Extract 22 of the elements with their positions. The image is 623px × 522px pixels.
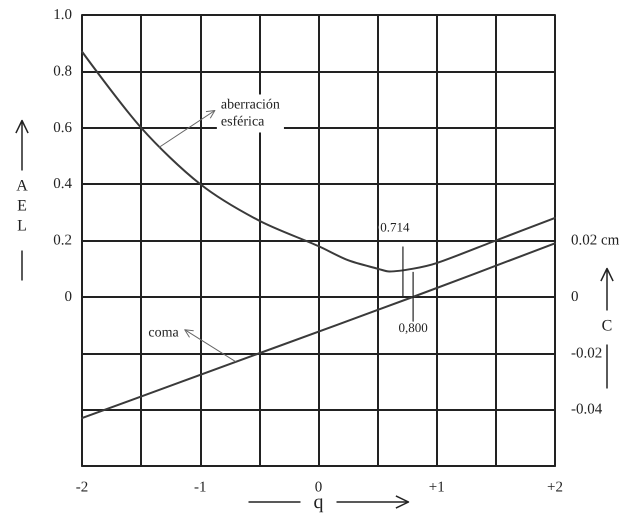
annotation: 0,800 [398,320,428,335]
y-tick-label: 1.0 [53,7,72,23]
line-series [81,50,556,273]
x-tick-label: -1 [194,480,206,496]
y-tick-label: 0.4 [53,176,72,192]
annotation: aberración esférica [220,97,280,130]
y-axis-title: AEL [16,178,28,234]
y-tick-label: 0.6 [53,120,72,136]
y2-axis-title: C [602,318,612,334]
x-tick-label: -2 [76,480,88,496]
y2-tick-label: -0.02 [571,345,602,362]
y-tick-label: 0 [64,288,72,305]
line-series [81,242,556,420]
y2-tick-label: 0 [571,288,578,305]
x-tick-label: +2 [547,480,563,496]
y2-tick-label: -0.04 [571,402,603,418]
annotation: coma [148,326,180,341]
x-tick-label: +1 [428,480,445,496]
y-tick-label: 0.2 [53,232,72,248]
y-tick-label: 0.8 [53,63,72,80]
annotation: 0.714 [380,220,410,235]
y2-tick-label: 0.02 cm [571,232,620,248]
